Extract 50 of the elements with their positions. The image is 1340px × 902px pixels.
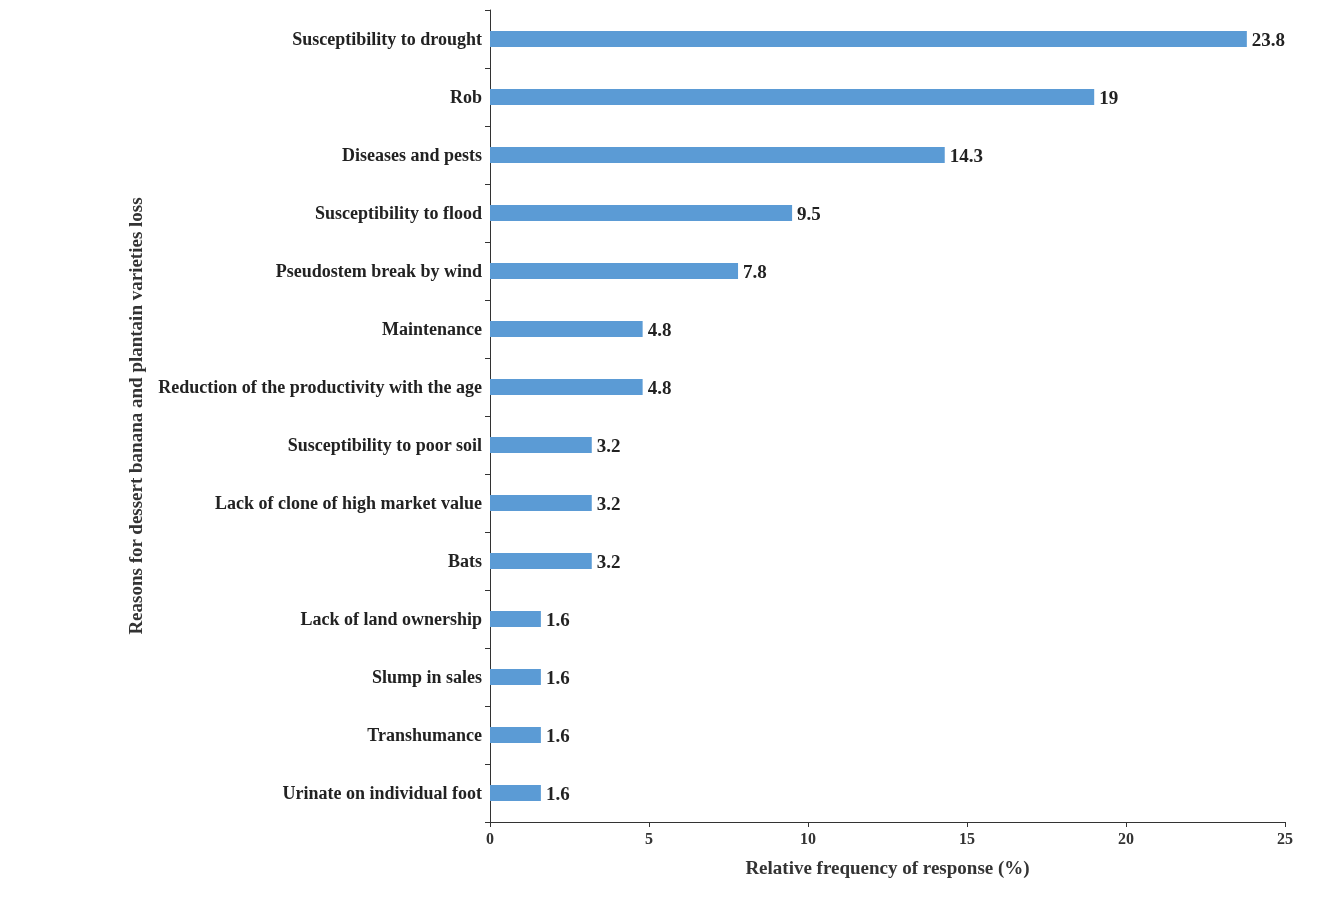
bar (490, 668, 541, 686)
data-label: 4.8 (647, 376, 672, 398)
y-tick-label: Slump in sales (371, 667, 482, 687)
data-label: 3.2 (596, 492, 621, 514)
y-tick-label: Reduction of the productivity with the age (158, 377, 482, 397)
bar (490, 552, 592, 570)
bar (490, 146, 945, 164)
x-tick-label: 5 (645, 829, 653, 847)
data-label: 1.6 (545, 666, 570, 688)
y-tick-label: Lack of land ownership (300, 609, 482, 629)
bar (490, 262, 739, 280)
data-label: 1.6 (545, 782, 570, 804)
bar (490, 30, 1247, 48)
data-label: 14.3 (949, 144, 983, 166)
y-tick-label: Maintenance (382, 319, 483, 339)
x-tick-label: 20 (1118, 829, 1134, 847)
x-tick-label: 15 (959, 829, 975, 847)
y-tick-label: Lack of clone of high market value (215, 493, 482, 513)
data-label: 3.2 (596, 434, 621, 456)
y-tick-label: Susceptibility to drought (292, 29, 483, 49)
y-axis-title: Reasons for dessert banana and plantain varieties loss (125, 197, 146, 635)
y-tick-label: Bats (447, 551, 482, 571)
y-tick-label: Transhumance (367, 725, 482, 745)
bar (490, 204, 793, 222)
bar (490, 726, 541, 744)
x-tick-label: 0 (486, 829, 494, 847)
data-label: 1.6 (545, 608, 570, 630)
x-axis-title: Relative frequency of response (%) (745, 857, 1030, 879)
data-label: 7.8 (743, 260, 767, 282)
y-tick-label: Rob (449, 87, 482, 107)
bar (490, 378, 643, 396)
data-label: 9.5 (797, 202, 821, 224)
y-tick-label: Urinate on individual foot (282, 783, 482, 803)
y-tick-label: Susceptibility to flood (314, 203, 482, 223)
y-tick-label: Pseudostem break by wind (275, 261, 482, 281)
bar (490, 494, 592, 512)
data-label: 1.6 (545, 724, 570, 746)
data-label: 23.8 (1251, 28, 1286, 50)
y-tick-label: Susceptibility to poor soil (287, 435, 482, 455)
bar (490, 320, 643, 338)
data-label: 19 (1099, 86, 1119, 108)
bar (490, 88, 1095, 106)
y-tick-label: Diseases and pests (341, 145, 482, 165)
x-tick-label: 10 (800, 829, 816, 847)
bar (490, 784, 541, 802)
data-label: 3.2 (596, 550, 621, 572)
bar (490, 610, 541, 628)
data-label: 4.8 (647, 318, 672, 340)
x-tick-label: 25 (1277, 829, 1293, 847)
bar (490, 436, 592, 454)
